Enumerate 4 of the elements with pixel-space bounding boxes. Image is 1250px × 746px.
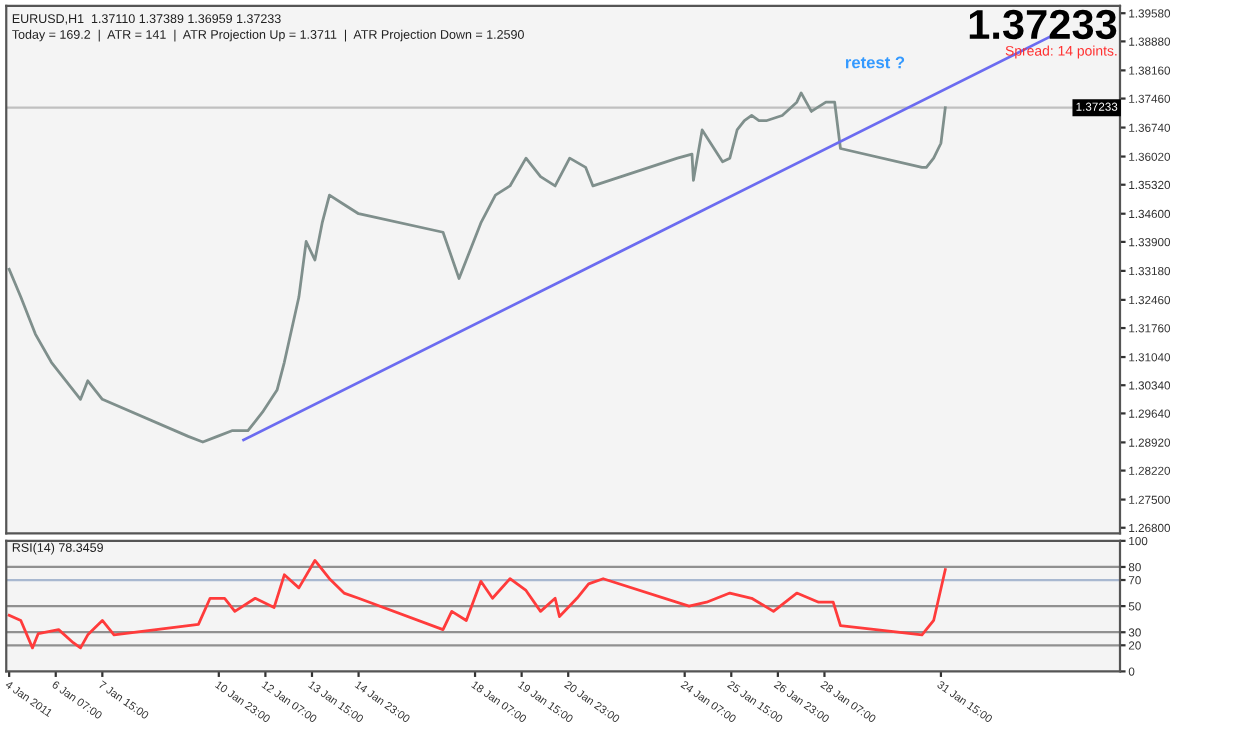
annotation: retest ? — [845, 56, 905, 69]
line-series — [7, 91, 947, 444]
annotation: 1.37233 — [969, 9, 1117, 40]
line-series — [7, 559, 947, 650]
